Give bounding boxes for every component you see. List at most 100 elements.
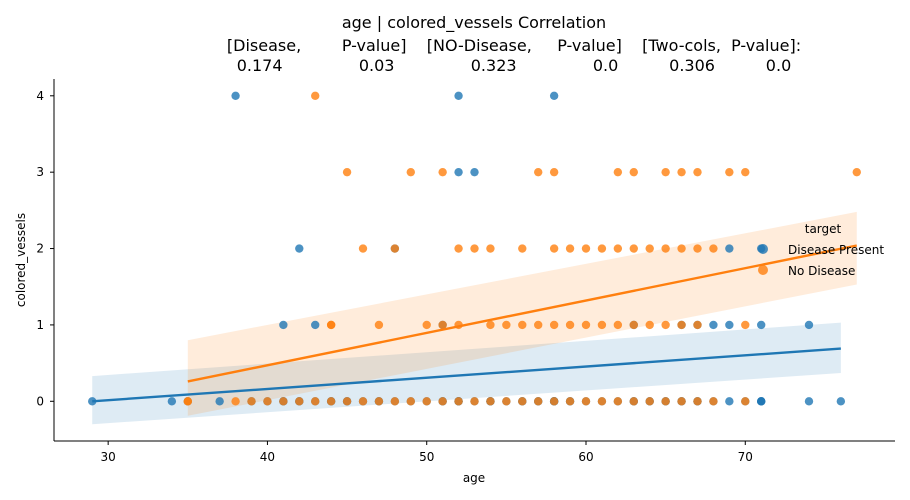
point-disease-present (231, 91, 240, 101)
point-no-disease (725, 167, 734, 177)
point-no-disease (454, 244, 463, 253)
point-no-disease (613, 167, 623, 177)
legend-label-disease: Disease Present (788, 243, 884, 257)
point-disease-present (757, 397, 766, 406)
point-no-disease (645, 244, 654, 253)
point-disease-present (725, 320, 734, 330)
point-disease-present (804, 397, 814, 406)
point-no-disease (661, 244, 670, 253)
point-no-disease (597, 244, 607, 253)
point-no-disease (486, 397, 495, 406)
point-no-disease (549, 397, 559, 406)
point-no-disease (454, 397, 463, 406)
legend-marker-no-disease (758, 265, 768, 275)
point-no-disease (581, 244, 591, 253)
regression-lines (92, 244, 858, 403)
y-tick-label: 1 (36, 318, 44, 332)
point-no-disease (311, 397, 320, 406)
point-no-disease (549, 244, 559, 253)
point-disease-present (549, 91, 559, 101)
point-disease-present (757, 320, 766, 330)
point-disease-present (311, 320, 320, 330)
point-no-disease (470, 397, 479, 406)
legend-marker-disease (758, 244, 768, 254)
point-no-disease (358, 244, 368, 253)
chart-title: age | colored_vessels Correlation [Disea… (227, 13, 801, 75)
point-no-disease (741, 167, 750, 177)
point-disease-present (804, 320, 814, 330)
point-no-disease (661, 167, 670, 177)
point-no-disease (374, 397, 384, 406)
point-no-disease (629, 397, 638, 406)
title-line-2: [Disease, P-value] [NO-Disease, P-value]… (227, 36, 801, 55)
regression-line-disease-present (92, 347, 841, 403)
point-no-disease (613, 320, 623, 330)
point-no-disease (326, 320, 336, 330)
point-no-disease (311, 91, 320, 101)
point-disease-present (725, 397, 734, 406)
point-no-disease (741, 320, 750, 330)
point-no-disease (279, 397, 288, 406)
x-tick-label: 60 (578, 450, 593, 464)
point-no-disease (613, 244, 623, 253)
point-no-disease (422, 320, 431, 330)
point-disease-present (454, 167, 463, 177)
point-no-disease (549, 320, 559, 330)
point-no-disease (534, 397, 543, 406)
point-no-disease (693, 397, 702, 406)
point-no-disease (597, 397, 607, 406)
point-no-disease (374, 320, 384, 330)
y-tick-label: 3 (36, 165, 44, 179)
point-disease-present (215, 397, 224, 406)
legend-label-no-disease: No Disease (788, 264, 855, 278)
y-tick-label: 2 (36, 242, 44, 256)
point-no-disease (518, 397, 527, 406)
point-no-disease (326, 397, 336, 406)
point-no-disease (677, 320, 686, 330)
point-no-disease (645, 320, 654, 330)
point-no-disease (422, 397, 431, 406)
x-tick-label: 70 (738, 450, 753, 464)
point-no-disease (342, 397, 352, 406)
point-no-disease (406, 167, 415, 177)
point-no-disease (342, 167, 352, 177)
point-no-disease (645, 397, 654, 406)
point-no-disease (709, 244, 718, 253)
point-no-disease (358, 397, 368, 406)
point-no-disease (565, 244, 575, 253)
ci-band-disease-present (92, 322, 841, 425)
point-no-disease (741, 397, 750, 406)
title-line-1: age | colored_vessels Correlation (342, 13, 606, 33)
point-no-disease (438, 320, 447, 330)
point-no-disease (502, 320, 511, 330)
point-no-disease (661, 320, 670, 330)
point-no-disease (629, 320, 638, 330)
regression-line-no-disease (187, 244, 858, 383)
point-disease-present (470, 167, 479, 177)
point-no-disease (677, 167, 686, 177)
y-tick-label: 0 (36, 394, 44, 408)
point-no-disease (629, 167, 638, 177)
point-no-disease (263, 397, 272, 406)
point-disease-present (709, 320, 718, 330)
point-no-disease (518, 320, 527, 330)
y-tick-label: 4 (36, 89, 44, 103)
y-axis-label: colored_vessels (14, 213, 28, 307)
point-no-disease (581, 397, 591, 406)
point-no-disease (677, 397, 686, 406)
point-no-disease (565, 397, 575, 406)
title-line-3: 0.174 0.03 0.323 0.0 0.306 0.0 (237, 56, 792, 75)
point-no-disease (549, 167, 559, 177)
point-no-disease (390, 244, 400, 253)
point-no-disease (581, 320, 591, 330)
point-no-disease (629, 244, 638, 253)
legend-title: target (805, 222, 842, 236)
point-no-disease (693, 320, 702, 330)
point-no-disease (295, 397, 304, 406)
point-no-disease (406, 397, 415, 406)
point-no-disease (709, 397, 718, 406)
point-no-disease (597, 320, 607, 330)
point-no-disease (693, 244, 702, 253)
point-no-disease (534, 167, 543, 177)
